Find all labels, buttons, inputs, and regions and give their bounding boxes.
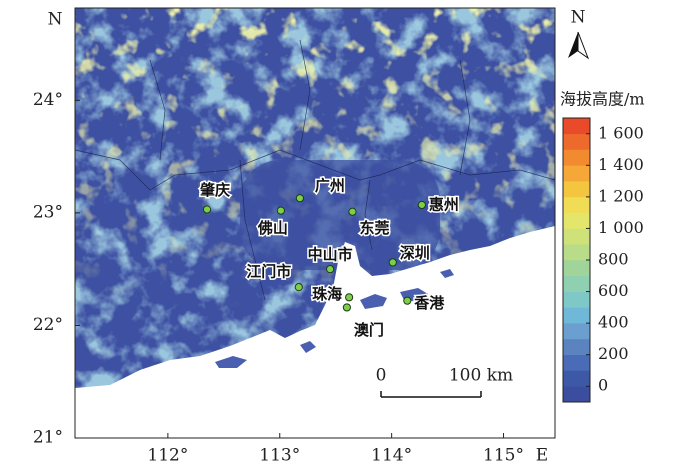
lon-tick-label: 114° [371, 446, 412, 466]
lat-tick-label: 23° [33, 202, 63, 222]
legend-swatch [563, 291, 590, 308]
city-label: 香港 [414, 294, 445, 312]
legend-tick-label: 1 200 [598, 186, 644, 205]
city-marker [202, 205, 212, 214]
city-label: 广州 [315, 177, 345, 195]
city-label: 佛山 [257, 219, 288, 237]
lon-tick-label: 115° [483, 446, 524, 466]
legend-tick-label: 1 600 [598, 123, 644, 142]
lon-tick-label: 112° [147, 446, 188, 466]
lon-axis-label: E [536, 446, 548, 466]
legend-swatch [563, 196, 590, 213]
legend-swatch [563, 149, 590, 166]
city-marker [294, 283, 303, 292]
legend-tick-label: 1 000 [598, 218, 644, 237]
north-label: N [571, 8, 586, 28]
legend-tick-label: 800 [598, 250, 629, 269]
city-marker [417, 200, 426, 210]
legend-swatch [563, 165, 590, 182]
legend-swatch [563, 181, 590, 198]
terrain [75, 8, 555, 438]
city-label: 珠海 [312, 285, 342, 303]
legend-title: 海拔高度/m [560, 90, 645, 109]
legend-swatch [563, 275, 590, 292]
legend-swatch [563, 212, 590, 229]
legend-swatch [563, 323, 590, 340]
lon-tick-label: 113° [259, 446, 300, 466]
legend-swatch [563, 307, 590, 324]
city-label: 东莞 [359, 219, 389, 237]
map-frame [74, 7, 556, 439]
sea [75, 226, 555, 438]
north-arrow: N [568, 8, 590, 60]
legend-swatch [563, 370, 590, 387]
city-marker [326, 265, 335, 274]
legend-tick-label: 600 [598, 281, 629, 300]
city-marker [388, 258, 397, 267]
legend-swatch [563, 133, 590, 150]
city-marker [342, 303, 351, 312]
legend-tick-label: 400 [598, 313, 629, 332]
city-label: 澳门 [354, 321, 384, 339]
legend-tick-label: 200 [598, 344, 629, 363]
legend-swatch [563, 244, 590, 261]
legend-swatch [563, 118, 590, 135]
city-marker [403, 296, 412, 305]
city-label: 深圳 [400, 244, 430, 262]
city-marker [295, 194, 304, 203]
city-label: 中山市 [308, 246, 353, 264]
city-label: 肇庆 [199, 181, 230, 199]
legend-swatch [563, 338, 590, 355]
legend-swatch [563, 354, 590, 371]
city-label: 江门市 [246, 263, 291, 281]
lat-tick-label: 24° [33, 90, 63, 110]
lat-tick-label: 21° [33, 428, 63, 448]
city-marker [345, 293, 354, 302]
scale-label: 100 km [449, 366, 513, 386]
legend-tick-label: 0 [598, 376, 608, 395]
legend-swatch [563, 228, 590, 245]
legend-swatch [563, 260, 590, 277]
legend-swatch [563, 386, 590, 403]
legend-tick-label: 1 400 [598, 155, 644, 174]
scale-label: 0 [376, 366, 387, 386]
lat-tick-label: 22° [33, 315, 63, 335]
lat-axis-label: N [48, 10, 63, 30]
city-marker [348, 207, 357, 216]
city-label: 惠州 [429, 195, 459, 213]
city-marker [276, 206, 285, 215]
